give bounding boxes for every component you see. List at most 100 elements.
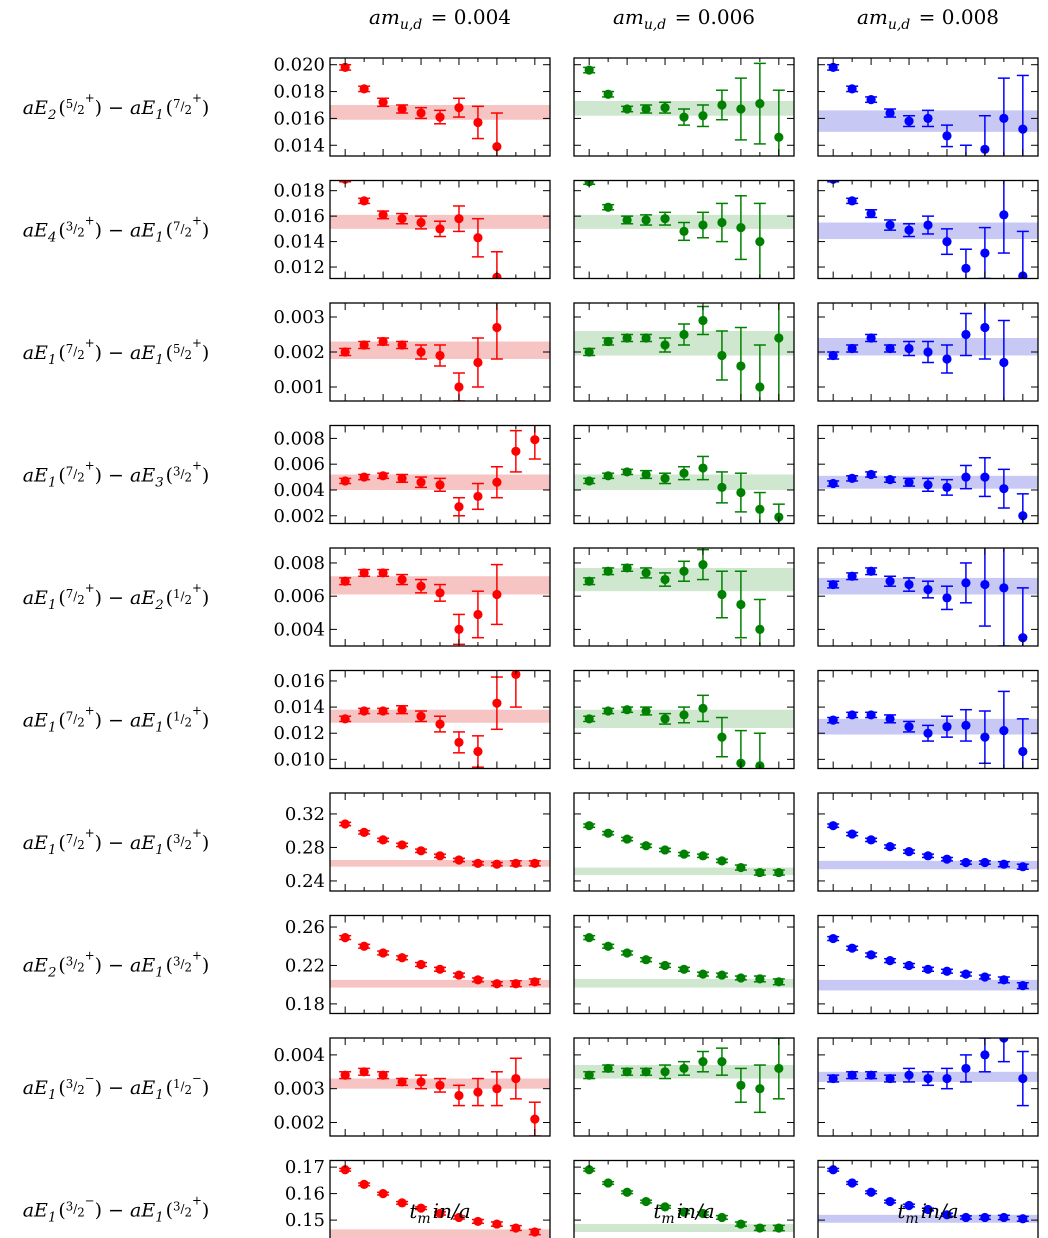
- data-point: [715, 970, 728, 980]
- fit-band: [574, 978, 794, 988]
- data-point: [358, 340, 371, 350]
- data-point: [978, 857, 991, 868]
- data-point: [846, 196, 859, 206]
- data-point: [339, 1070, 352, 1080]
- data-point: [490, 676, 503, 731]
- column-title-1: amu,d = 0.006: [613, 5, 755, 33]
- row-label-9: aE1 (3/2−) − aE1 (3/2+): [23, 1194, 210, 1226]
- data-point: [452, 97, 465, 118]
- data-point: [753, 1064, 766, 1114]
- x-axis-label-1: tm in/a: [653, 1199, 714, 1227]
- y-tick-label: 0.004: [273, 1045, 325, 1066]
- data-point: [621, 333, 634, 343]
- data-point: [602, 471, 615, 481]
- data-point: [583, 821, 596, 831]
- data-point: [659, 712, 672, 725]
- data-point: [640, 841, 653, 851]
- data-point: [602, 1178, 615, 1188]
- data-point: [452, 1212, 465, 1223]
- data-point: [1016, 1050, 1029, 1107]
- panel-r7-c2: [817, 914, 1039, 1015]
- data-point: [997, 319, 1010, 401]
- data-point: [602, 89, 615, 99]
- data-point: [602, 941, 615, 951]
- data-point: [884, 1196, 897, 1207]
- data-point: [922, 477, 934, 493]
- data-point: [734, 195, 747, 261]
- data-point: [940, 585, 953, 611]
- panel-frame: [573, 914, 795, 1015]
- y-tick-label: 0.002: [273, 1112, 325, 1133]
- data-point: [358, 706, 371, 716]
- data-point: [678, 706, 690, 724]
- y-tick-label: 0.17: [285, 1157, 325, 1178]
- data-point: [884, 714, 897, 724]
- data-point: [640, 955, 653, 965]
- data-point: [583, 1070, 596, 1080]
- data-point: [959, 708, 972, 742]
- row-label-0: aE2 (5/2+) − aE1 (7/2+): [23, 91, 210, 123]
- column-titles: amu,d = 0.004 amu,d = 0.006 amu,d = 0.008: [369, 5, 999, 33]
- data-point: [434, 1208, 446, 1219]
- data-point: [903, 960, 916, 971]
- data-point: [583, 347, 596, 357]
- panel-r8-c0: 0.004 0.003 0.002: [273, 1037, 551, 1137]
- data-point: [490, 563, 503, 626]
- data-point: [997, 468, 1010, 509]
- y-tick-label: 0.003: [273, 1079, 325, 1100]
- data-point: [865, 710, 878, 720]
- y-tick-label: 0.006: [273, 454, 325, 475]
- data-point: [377, 706, 390, 716]
- x-axis-label-0: tm in/a: [409, 1199, 470, 1227]
- panel-r7-c0: 0.26 0.22 0.18: [285, 914, 551, 1015]
- data-point: [415, 578, 428, 594]
- data-point: [621, 1187, 634, 1197]
- data-point: [358, 196, 371, 206]
- data-point: [922, 215, 934, 235]
- y-tick-label: 0.002: [273, 506, 325, 527]
- data-point: [903, 223, 916, 238]
- y-tick-label: 0.014: [273, 232, 325, 253]
- data-point: [602, 828, 615, 838]
- data-point: [621, 1067, 634, 1077]
- data-point: [377, 948, 390, 958]
- data-point: [602, 706, 615, 716]
- data-point: [846, 84, 859, 94]
- data-point: [490, 1071, 503, 1107]
- data-point: [339, 932, 352, 943]
- data-point: [339, 476, 352, 486]
- data-point: [715, 716, 728, 758]
- data-point: [640, 104, 653, 114]
- data-point: [452, 372, 465, 401]
- data-point: [358, 827, 371, 837]
- data-point: [471, 975, 484, 985]
- data-point: [940, 715, 953, 738]
- data-point: [339, 576, 352, 586]
- data-point: [922, 724, 934, 742]
- data-point: [377, 1189, 390, 1199]
- data-point: [1016, 74, 1029, 156]
- fit-band: [818, 1214, 1038, 1223]
- y-tick-label: 0.28: [285, 837, 325, 858]
- data-point: [922, 1071, 934, 1087]
- data-point: [903, 1200, 916, 1211]
- data-point: [846, 343, 859, 354]
- data-point: [959, 144, 972, 156]
- data-point: [1016, 718, 1029, 769]
- data-point: [959, 562, 972, 604]
- data-point: [583, 714, 596, 724]
- data-point: [846, 710, 859, 720]
- data-point: [678, 108, 690, 126]
- data-point: [602, 336, 615, 347]
- y-tick-label: 0.016: [273, 108, 325, 129]
- data-point: [846, 473, 859, 483]
- data-point: [509, 429, 522, 473]
- data-point: [940, 344, 953, 374]
- row-label-6: aE1 (7/2+) − aE1 (3/2+): [23, 826, 210, 858]
- data-point: [358, 84, 371, 94]
- data-point: [827, 478, 840, 489]
- data-point: [640, 469, 653, 480]
- data-point: [696, 305, 709, 336]
- panel-r5-c2: [817, 669, 1039, 770]
